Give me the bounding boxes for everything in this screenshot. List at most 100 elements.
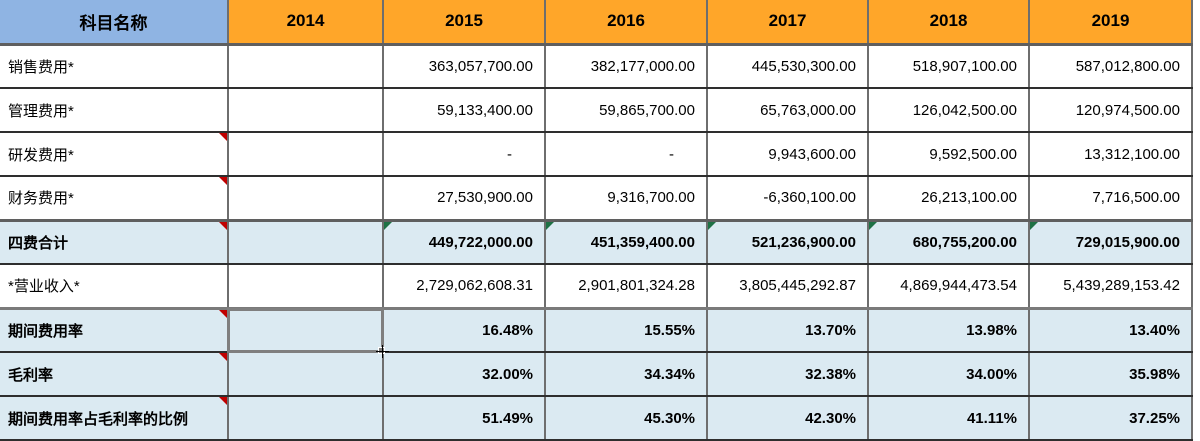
value-cell[interactable]: 3,805,445,292.87 bbox=[707, 264, 869, 309]
value-cell[interactable]: 13,312,100.00 bbox=[1029, 132, 1193, 177]
cell-value: 51.49% bbox=[482, 409, 533, 427]
value-cell[interactable]: 13.70% bbox=[707, 306, 869, 353]
value-cell[interactable] bbox=[228, 88, 384, 133]
value-cell[interactable]: 16.48% bbox=[383, 306, 546, 353]
value-cell[interactable] bbox=[228, 176, 384, 221]
row-rd-expense: 研发费用* - - 9,943,600.00 9,592,500.00 13,3… bbox=[0, 132, 1193, 177]
col-header-2017[interactable]: 2017 bbox=[707, 0, 869, 46]
value-cell[interactable]: 45.30% bbox=[545, 396, 708, 441]
value-cell[interactable]: 27,530,900.00 bbox=[383, 176, 546, 221]
year-label: 2017 bbox=[768, 11, 807, 31]
value-cell[interactable] bbox=[228, 218, 384, 265]
value-cell[interactable]: 729,015,900.00 bbox=[1029, 218, 1193, 265]
row-label-cell[interactable]: 毛利率 bbox=[0, 352, 229, 397]
value-cell[interactable]: 37.25% bbox=[1029, 396, 1193, 441]
row-label: 销售费用* bbox=[8, 58, 74, 76]
value-cell[interactable] bbox=[228, 396, 384, 441]
cell-value: 59,865,700.00 bbox=[599, 101, 695, 119]
value-cell[interactable]: 363,057,700.00 bbox=[383, 44, 546, 89]
cell-value: 13.98% bbox=[966, 321, 1017, 339]
row-admin-expense: 管理费用* 59,133,400.00 59,865,700.00 65,763… bbox=[0, 88, 1193, 133]
cell-value: 521,236,900.00 bbox=[751, 233, 856, 251]
value-cell[interactable]: 59,133,400.00 bbox=[383, 88, 546, 133]
cell-value: 65,763,000.00 bbox=[760, 101, 856, 119]
row-label-cell[interactable]: 管理费用* bbox=[0, 88, 229, 133]
cell-value: - bbox=[507, 145, 512, 163]
cell-value: 35.98% bbox=[1129, 365, 1180, 383]
cell-value: 34.34% bbox=[644, 365, 695, 383]
cell-value: 13,312,100.00 bbox=[1084, 145, 1180, 163]
value-cell[interactable] bbox=[228, 264, 384, 309]
row-label: 期间费用率占毛利率的比例 bbox=[8, 410, 189, 428]
value-cell[interactable]: 9,592,500.00 bbox=[868, 132, 1030, 177]
value-cell[interactable]: 5,439,289,153.42 bbox=[1029, 264, 1193, 309]
row-label-cell[interactable]: 研发费用* bbox=[0, 132, 229, 177]
error-check-flag-icon bbox=[546, 221, 554, 230]
error-check-flag-icon bbox=[869, 221, 877, 230]
value-cell[interactable]: 9,943,600.00 bbox=[707, 132, 869, 177]
row-label-cell[interactable]: 四费合计 bbox=[0, 218, 229, 265]
value-cell[interactable]: 2,729,062,608.31 bbox=[383, 264, 546, 309]
row-label-cell[interactable]: 财务费用* bbox=[0, 176, 229, 221]
value-cell[interactable]: 65,763,000.00 bbox=[707, 88, 869, 133]
value-cell[interactable]: - bbox=[545, 132, 708, 177]
row-label-cell[interactable]: *营业收入* bbox=[0, 264, 229, 309]
value-cell[interactable]: 449,722,000.00 bbox=[383, 218, 546, 265]
value-cell[interactable]: 2,901,801,324.28 bbox=[545, 264, 708, 309]
value-cell[interactable]: 13.98% bbox=[868, 306, 1030, 353]
year-label: 2016 bbox=[607, 11, 645, 31]
value-cell[interactable]: 35.98% bbox=[1029, 352, 1193, 397]
value-cell[interactable]: 587,012,800.00 bbox=[1029, 44, 1193, 89]
value-cell[interactable]: 521,236,900.00 bbox=[707, 218, 869, 265]
value-cell[interactable] bbox=[228, 132, 384, 177]
cell-value: 13.40% bbox=[1129, 321, 1180, 339]
value-cell[interactable] bbox=[228, 352, 384, 397]
cell-value: 34.00% bbox=[966, 365, 1017, 383]
value-cell[interactable]: - bbox=[383, 132, 546, 177]
value-cell[interactable] bbox=[228, 44, 384, 89]
year-label: 2019 bbox=[1091, 11, 1130, 31]
year-label: 2014 bbox=[286, 11, 325, 31]
value-cell[interactable]: 34.00% bbox=[868, 352, 1030, 397]
row-sales-expense: 销售费用* 363,057,700.00 382,177,000.00 445,… bbox=[0, 44, 1193, 89]
col-header-2016[interactable]: 2016 bbox=[545, 0, 708, 46]
value-cell[interactable]: -6,360,100.00 bbox=[707, 176, 869, 221]
subject-name-header-cell[interactable]: 科目名称 bbox=[0, 0, 229, 46]
value-cell[interactable]: 32.38% bbox=[707, 352, 869, 397]
value-cell[interactable]: 51.49% bbox=[383, 396, 546, 441]
value-cell[interactable]: 126,042,500.00 bbox=[868, 88, 1030, 133]
selected-cell-2014-expense-ratio[interactable] bbox=[227, 306, 389, 358]
cell-value: 9,592,500.00 bbox=[929, 145, 1017, 163]
row-label-cell[interactable]: 期间费用率 bbox=[0, 306, 229, 353]
row-label-cell[interactable]: 销售费用* bbox=[0, 44, 229, 89]
col-header-2019[interactable]: 2019 bbox=[1029, 0, 1193, 46]
value-cell[interactable]: 445,530,300.00 bbox=[707, 44, 869, 89]
col-header-2014[interactable]: 2014 bbox=[228, 0, 384, 46]
value-cell[interactable]: 7,716,500.00 bbox=[1029, 176, 1193, 221]
value-cell[interactable]: 34.34% bbox=[545, 352, 708, 397]
value-cell[interactable]: 32.00% bbox=[383, 352, 546, 397]
comment-indicator-icon bbox=[219, 353, 227, 361]
year-label: 2018 bbox=[929, 11, 968, 31]
value-cell[interactable]: 120,974,500.00 bbox=[1029, 88, 1193, 133]
row-label: *营业收入* bbox=[8, 278, 80, 296]
cell-value: 41.11% bbox=[966, 409, 1017, 427]
cell-value: 15.55% bbox=[644, 321, 695, 339]
value-cell[interactable]: 9,316,700.00 bbox=[545, 176, 708, 221]
value-cell[interactable]: 518,907,100.00 bbox=[868, 44, 1030, 89]
value-cell[interactable]: 59,865,700.00 bbox=[545, 88, 708, 133]
value-cell[interactable]: 42.30% bbox=[707, 396, 869, 441]
cell-value: 42.30% bbox=[805, 409, 856, 427]
value-cell[interactable]: 4,869,944,473.54 bbox=[868, 264, 1030, 309]
value-cell[interactable]: 41.11% bbox=[868, 396, 1030, 441]
value-cell[interactable]: 680,755,200.00 bbox=[868, 218, 1030, 265]
value-cell[interactable]: 15.55% bbox=[545, 306, 708, 353]
col-header-2018[interactable]: 2018 bbox=[868, 0, 1030, 46]
value-cell[interactable]: 451,359,400.00 bbox=[545, 218, 708, 265]
value-cell[interactable]: 13.40% bbox=[1029, 306, 1193, 353]
cell-value: 9,943,600.00 bbox=[768, 145, 856, 163]
row-label-cell[interactable]: 期间费用率占毛利率的比例 bbox=[0, 396, 229, 441]
col-header-2015[interactable]: 2015 bbox=[383, 0, 546, 46]
value-cell[interactable]: 382,177,000.00 bbox=[545, 44, 708, 89]
value-cell[interactable]: 26,213,100.00 bbox=[868, 176, 1030, 221]
